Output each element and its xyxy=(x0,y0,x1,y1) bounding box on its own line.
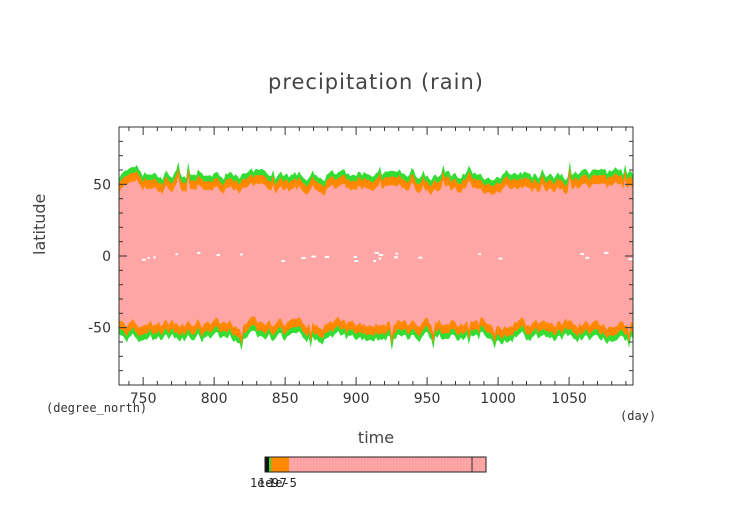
colorbar: 1e-91e-71e-5 xyxy=(250,456,487,490)
dry-gap xyxy=(353,256,357,259)
dry-gap xyxy=(628,258,634,261)
x-tick-label: 800 xyxy=(201,391,228,407)
plot-area xyxy=(118,161,634,351)
dry-gap xyxy=(585,256,590,259)
x-axis-unit: (day) xyxy=(620,409,657,423)
dry-gap xyxy=(418,256,423,259)
orange-transition-north xyxy=(119,167,633,199)
colorbar-frame xyxy=(264,456,487,473)
y-tick-label: 50 xyxy=(93,177,111,193)
x-tick-label: 1000 xyxy=(480,391,516,407)
dry-gap xyxy=(311,255,316,258)
y-tick-label: -50 xyxy=(88,321,111,337)
x-tick-label: 750 xyxy=(130,391,157,407)
y-axis-unit: (degree_north) xyxy=(46,401,148,415)
x-tick-label: 900 xyxy=(343,391,370,407)
dry-gap xyxy=(395,252,398,255)
dry-gap xyxy=(281,260,285,263)
chart-title: precipitation (rain) xyxy=(267,70,484,94)
x-tick-label: 850 xyxy=(272,391,299,407)
colorbar-segment-dark xyxy=(265,457,269,472)
dry-gap xyxy=(394,256,398,259)
colorbar-label: 1e-9 xyxy=(250,476,279,490)
rain-band-core xyxy=(119,175,633,337)
dry-gap xyxy=(373,259,377,262)
y-tick-label: 0 xyxy=(102,249,111,265)
dry-gap xyxy=(141,258,146,261)
green-fringe-north xyxy=(119,161,633,190)
x-axis-label: time xyxy=(357,428,395,447)
x-tick-label: 1050 xyxy=(551,391,587,407)
dry-gap xyxy=(197,251,201,254)
colorbar-segment-pink xyxy=(289,457,486,472)
dry-gap xyxy=(354,260,359,263)
dry-gap xyxy=(153,256,156,259)
dry-gap xyxy=(374,251,379,254)
dry-gap xyxy=(240,253,243,256)
dry-gap xyxy=(216,253,221,256)
colorbar-segment-green xyxy=(269,457,271,472)
dry-gap xyxy=(378,257,382,260)
dry-gap xyxy=(301,256,306,259)
dry-gap xyxy=(498,257,503,260)
axes: 750 800 850 900 950 1000 1050 50 0 -50 xyxy=(88,126,634,407)
dry-gap xyxy=(478,253,482,256)
colorbar-label: 1e-5 xyxy=(268,476,297,490)
dry-gap xyxy=(147,256,150,259)
dry-gap xyxy=(175,253,178,256)
x-tick-label: 950 xyxy=(414,391,441,407)
colorbar-label: 1e-7 xyxy=(258,476,287,490)
dry-gap xyxy=(324,256,330,259)
dry-gap xyxy=(378,253,384,256)
dry-gap xyxy=(580,253,584,256)
dry-gap xyxy=(603,251,609,254)
colorbar-segment-orange xyxy=(271,457,289,472)
